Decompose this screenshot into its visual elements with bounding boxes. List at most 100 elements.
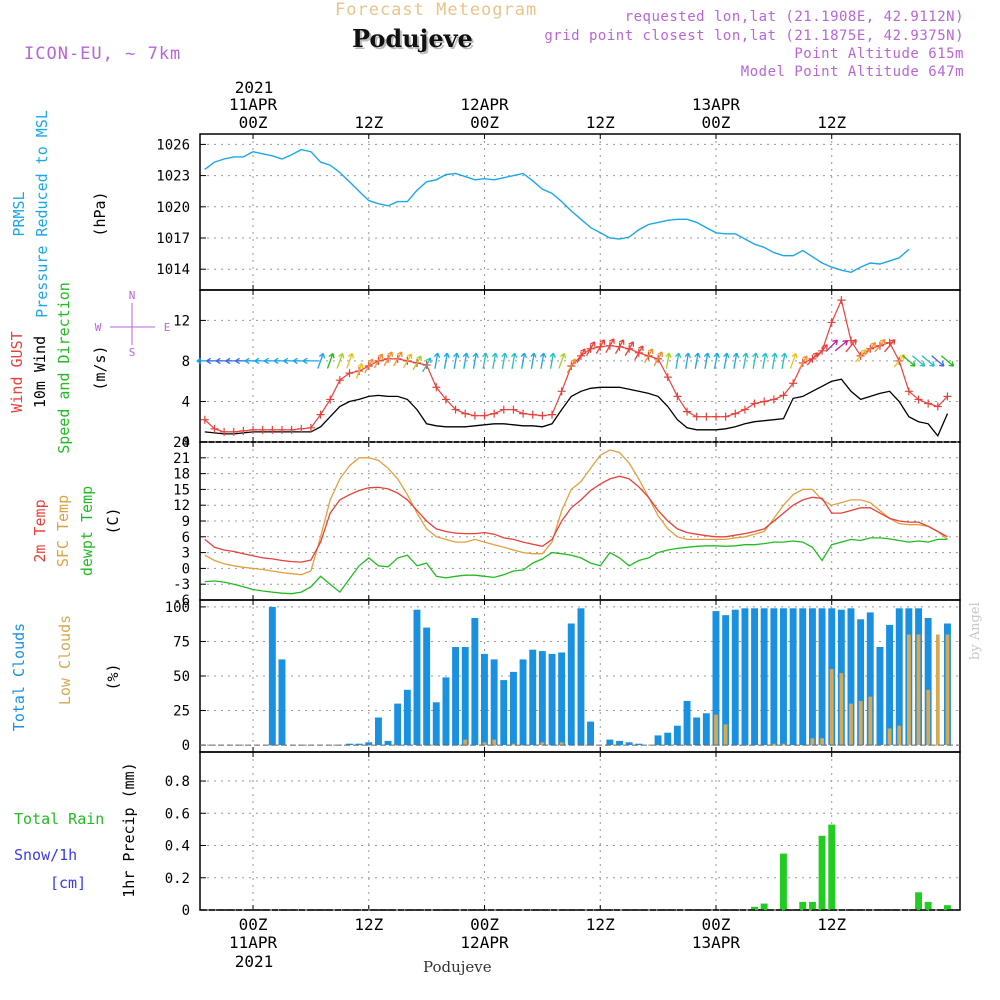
temperature-ytick-label: 12 — [173, 498, 190, 514]
prmsl-label: PRMSL — [10, 191, 28, 236]
compass-west: W — [95, 321, 102, 334]
total-cloud-bar — [866, 612, 874, 746]
wind-direction-arrow — [482, 352, 489, 369]
total-cloud-bar — [529, 649, 537, 745]
total-cloud-bar — [481, 653, 488, 746]
total-cloud-bar — [731, 609, 739, 746]
low-cloud-bar — [540, 742, 545, 746]
wind-direction-arrow — [723, 352, 730, 369]
low-cloud-bar — [839, 673, 844, 746]
total-cloud-bar — [635, 743, 643, 746]
low-cloud-bar — [492, 739, 497, 746]
wind-gust-marker — [258, 425, 267, 434]
temperature-ytick-label: 24 — [173, 435, 190, 451]
total-cloud-bar — [616, 740, 623, 745]
point-altitude: Point Altitude 615m — [794, 46, 964, 62]
bottom-axis-label: 00Z — [239, 915, 268, 934]
wind-direction-arrow — [549, 352, 556, 369]
precip-ylabel: 1hr Precip (mm) — [120, 762, 138, 897]
wind-direction-arrow — [624, 341, 635, 357]
wind-direction-arrow — [911, 355, 926, 367]
wind-gust-marker — [480, 411, 489, 420]
wind-direction-arrow — [373, 353, 384, 369]
grid-point-coordinates: grid point closest lon,lat (21.1875E, 42… — [544, 28, 964, 44]
wind-direction-arrow — [402, 353, 413, 369]
total-cloud-bar — [278, 659, 286, 746]
total-cloud-bar — [876, 647, 884, 746]
temp-2m-line — [204, 475, 948, 563]
bottom-axis-label: 12Z — [817, 915, 846, 934]
wind-gust-marker — [760, 397, 769, 406]
total-cloud-bar — [452, 647, 459, 746]
requested-coordinates: requested lon,lat (21.1908E, 42.9112N) — [624, 9, 964, 25]
total-cloud-bar — [365, 742, 373, 746]
wind-gust-marker — [711, 412, 720, 421]
wind-direction-arrow — [422, 357, 432, 373]
total-clouds-label: Total Clouds — [10, 623, 28, 731]
precip-ytick-label: 0.4 — [165, 839, 190, 855]
total-cloud-bar — [780, 608, 787, 746]
wind-direction-arrow — [845, 338, 857, 353]
wind-direction-arrow — [586, 341, 596, 357]
low-cloud-bar — [935, 634, 940, 745]
wind-direction-arrow — [336, 352, 345, 369]
wind-direction-arrow — [566, 358, 577, 374]
total-cloud-bar — [673, 725, 681, 745]
total-cloud-bar — [895, 608, 903, 746]
wind-direction-arrow — [317, 352, 326, 369]
low-cloud-bar — [858, 700, 863, 746]
wind-gust-marker — [538, 411, 547, 420]
rain-bar — [760, 903, 768, 910]
wind-direction-arrow — [472, 352, 479, 369]
wind-gust-marker — [731, 409, 740, 418]
wind-gust-marker — [239, 426, 248, 435]
wind-gust-marker — [924, 399, 933, 408]
wind-gust-marker — [306, 423, 315, 432]
wind-gust-marker — [519, 409, 528, 418]
pressure-ytick-label: 1014 — [156, 262, 190, 278]
wind-direction-arrow — [931, 355, 945, 367]
wind-gust-marker — [557, 387, 566, 396]
total-cloud-bar — [789, 608, 797, 746]
low-cloud-bar — [897, 725, 902, 745]
wind-direction-arrow — [789, 352, 798, 369]
wind-gust-marker — [441, 395, 450, 404]
pressure-ytick-label: 1023 — [156, 169, 190, 185]
wind-speed-line — [204, 378, 949, 438]
low-cloud-bar — [887, 728, 892, 746]
clouds-unit-label: (%) — [104, 663, 122, 690]
wind-direction-arrow — [798, 355, 808, 371]
wind-direction-arrow — [694, 352, 701, 369]
top-axis-label: 12APR — [460, 95, 509, 114]
precip-ytick-label: 0.2 — [165, 871, 190, 887]
precip-ytick-label: 0.6 — [165, 806, 190, 822]
temperature-ytick-label: 15 — [173, 482, 190, 498]
wind-gust-marker — [789, 379, 798, 388]
total-cloud-bar — [471, 618, 479, 746]
wind-gust-marker — [750, 399, 759, 408]
low-cloud-bar — [781, 743, 786, 746]
total-cloud-bar — [394, 703, 402, 746]
wind-direction-arrow — [752, 352, 759, 369]
pressure-ytick-label: 1020 — [156, 200, 190, 216]
wind-direction-arrow — [346, 352, 354, 369]
total-cloud-bar — [346, 743, 353, 746]
wind-gust-marker — [432, 383, 441, 392]
wind-gust-marker — [673, 392, 682, 401]
total-cloud-bar — [510, 671, 517, 746]
temperature-ytick-label: -6 — [173, 593, 190, 609]
wind-frame — [199, 289, 961, 443]
bottom-year-label: 2021 — [235, 952, 274, 971]
wind-direction-arrow — [520, 352, 528, 369]
low-cloud-bar — [868, 696, 873, 746]
low-cloud-bar — [714, 714, 718, 746]
wind-direction-arrow — [703, 352, 711, 369]
top-axis-label: 11APR — [229, 95, 278, 114]
total-cloud-bar — [490, 659, 498, 746]
total-cloud-bar — [625, 742, 633, 746]
wind-gust-marker — [769, 395, 778, 404]
rain-bar — [751, 906, 758, 910]
wind-gust-marker — [461, 409, 470, 418]
temperature-ytick-label: 21 — [173, 451, 190, 467]
